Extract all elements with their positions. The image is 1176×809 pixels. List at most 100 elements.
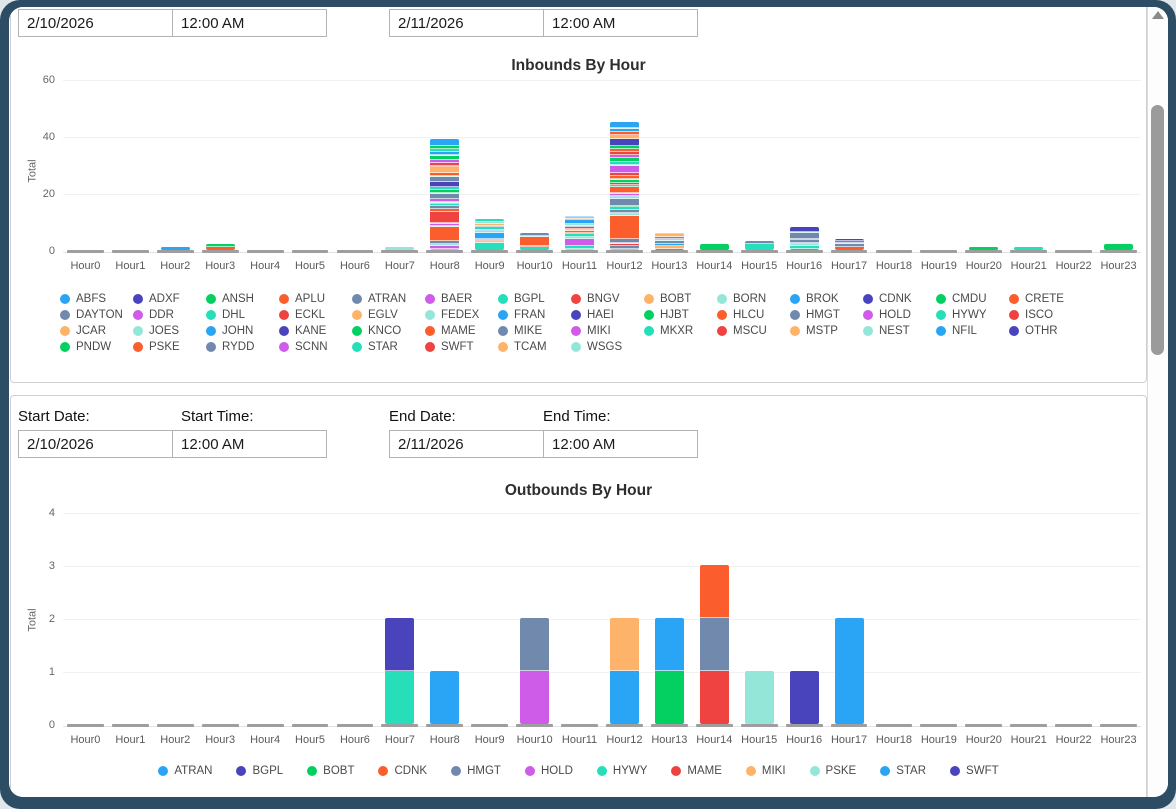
legend-item[interactable]: BAER [425,293,498,305]
bar[interactable] [385,618,415,724]
bar[interactable] [789,227,819,250]
legend-item[interactable]: BNGV [571,293,644,305]
legend-item[interactable]: BOBT [307,765,354,777]
bar[interactable] [609,618,639,724]
bar[interactable] [744,241,774,250]
legend-item[interactable]: MIKI [571,325,644,337]
bar[interactable] [160,247,190,250]
legend-item[interactable]: BGPL [498,293,571,305]
bar[interactable] [1104,244,1134,250]
bar[interactable] [789,671,819,724]
start-time-input[interactable] [172,430,327,458]
legend-item[interactable]: HYWY [596,765,647,777]
bar[interactable] [1014,247,1044,250]
scrollbar-thumb[interactable] [1151,105,1164,355]
legend-item[interactable]: ATRAN [158,765,212,777]
legend-item[interactable]: HYWY [936,309,1009,321]
legend-item[interactable]: ISCO [1009,309,1082,321]
bar[interactable] [834,238,864,250]
legend-item[interactable]: TCAM [498,341,571,353]
legend-item[interactable]: MAME [671,765,722,777]
legend-item[interactable]: HOLD [863,309,936,321]
legend-item[interactable]: EGLV [352,309,425,321]
end-date-input[interactable] [389,430,544,458]
bar[interactable] [430,139,460,250]
legend-item[interactable]: JCAR [60,325,133,337]
legend-item[interactable]: BOBT [644,293,717,305]
legend-item[interactable]: JOHN [206,325,279,337]
legend-item[interactable]: ATRAN [352,293,425,305]
legend-item[interactable]: DDR [133,309,206,321]
legend-item[interactable]: MAME [425,325,498,337]
legend-item[interactable]: PNDW [60,341,133,353]
legend-item[interactable]: ECKL [279,309,352,321]
legend-item[interactable]: MIKE [498,325,571,337]
header-start-date-input[interactable] [18,9,173,37]
legend-item[interactable]: DHL [206,309,279,321]
legend-item[interactable]: HMGT [790,309,863,321]
bar[interactable] [520,232,550,250]
bar[interactable] [520,618,550,724]
legend-item[interactable]: PSKE [809,765,856,777]
legend-item[interactable]: HMGT [451,765,501,777]
legend-item[interactable]: PSKE [133,341,206,353]
bar[interactable] [565,215,595,250]
legend-item[interactable]: MIKI [745,765,786,777]
scrollbar[interactable] [1147,7,1168,797]
legend-item[interactable]: KNCO [352,325,425,337]
legend-item[interactable]: MSCU [717,325,790,337]
bar[interactable] [385,247,415,250]
start-date-input[interactable] [18,430,173,458]
legend-item[interactable]: MSTP [790,325,863,337]
legend-swatch-icon [133,342,143,352]
legend-item[interactable]: HAEI [571,309,644,321]
legend-item[interactable]: SCNN [279,341,352,353]
legend-item[interactable]: SWFT [425,341,498,353]
legend-item[interactable]: KANE [279,325,352,337]
legend-item[interactable]: BORN [717,293,790,305]
bar-segment [520,245,550,248]
legend-item[interactable]: CDNK [378,765,427,777]
legend-item[interactable]: WSGS [571,341,644,353]
bar[interactable] [609,121,639,250]
header-start-time-input[interactable] [172,9,327,37]
legend-item[interactable]: JOES [133,325,206,337]
legend-item[interactable]: SWFT [950,765,999,777]
legend-item[interactable]: BROK [790,293,863,305]
end-time-input[interactable] [543,430,698,458]
legend-item[interactable]: FEDEX [425,309,498,321]
legend-item[interactable]: FRAN [498,309,571,321]
legend-item[interactable]: HOLD [524,765,573,777]
bar[interactable] [699,565,729,724]
legend-item[interactable]: ANSH [206,293,279,305]
legend-item[interactable]: CDNK [863,293,936,305]
legend-item[interactable]: STAR [352,341,425,353]
bar[interactable] [654,618,684,724]
legend-item[interactable]: NEST [863,325,936,337]
legend-item[interactable]: CMDU [936,293,1009,305]
header-end-date-input[interactable] [389,9,544,37]
legend-item[interactable]: MKXR [644,325,717,337]
bar[interactable] [205,244,235,250]
bar[interactable] [654,232,684,250]
bar[interactable] [430,671,460,724]
legend-item[interactable]: HLCU [717,309,790,321]
bar[interactable] [744,671,774,724]
legend-item[interactable]: CRETE [1009,293,1082,305]
legend-item[interactable]: APLU [279,293,352,305]
bar[interactable] [699,244,729,250]
legend-item[interactable]: HJBT [644,309,717,321]
bar[interactable] [969,247,999,250]
legend-item[interactable]: DAYTON [60,309,133,321]
header-end-time-input[interactable] [543,9,698,37]
legend-item[interactable]: BGPL [236,765,283,777]
legend-item[interactable]: ADXF [133,293,206,305]
bar[interactable] [834,618,864,724]
bar[interactable] [475,218,505,250]
legend-item[interactable]: NFIL [936,325,1009,337]
legend-item[interactable]: RYDD [206,341,279,353]
legend-item[interactable]: ABFS [60,293,133,305]
scrollbar-up-arrow-icon[interactable] [1152,11,1164,19]
legend-item[interactable]: STAR [880,765,926,777]
legend-item[interactable]: OTHR [1009,325,1082,337]
